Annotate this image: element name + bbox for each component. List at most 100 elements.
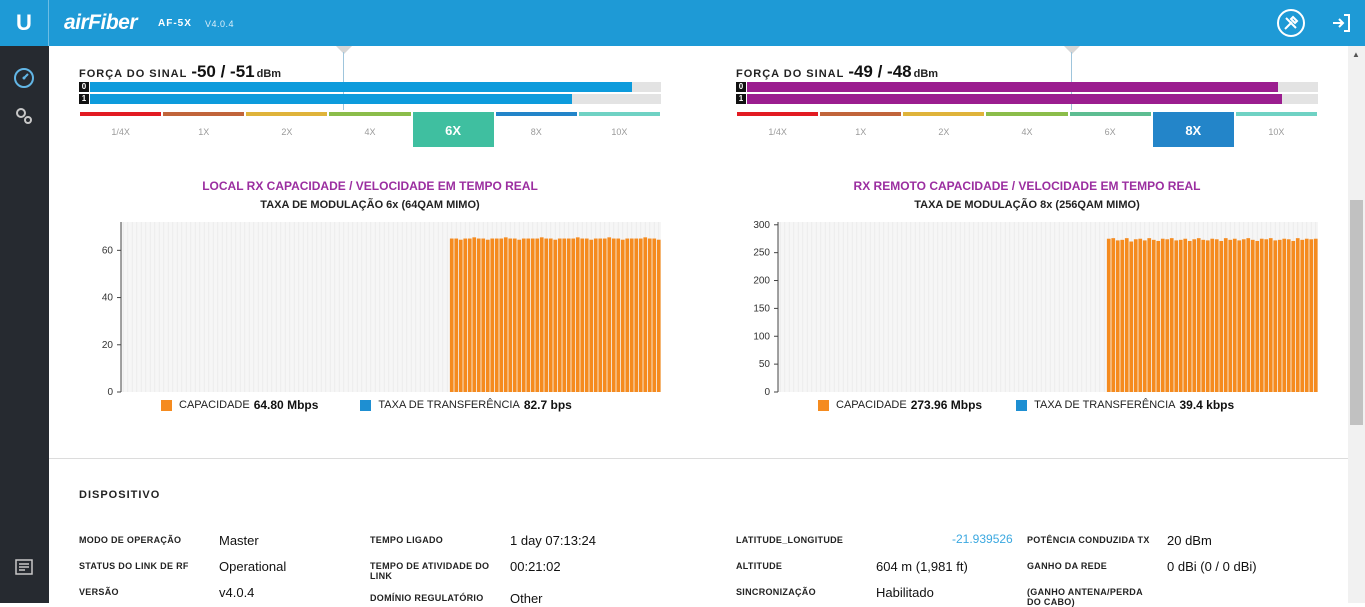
capacity-bar — [1300, 239, 1305, 392]
kv-key: GANHO DA REDE — [1027, 561, 1108, 571]
kv-key: VERSÃO — [79, 587, 119, 597]
chain-0-bar: 0 — [79, 82, 661, 92]
capacity-bar — [1255, 240, 1260, 392]
capacity-legend-value: 64.80 Mbps — [253, 398, 319, 412]
capacity-bar — [1178, 239, 1183, 392]
capacity-bar — [1286, 239, 1291, 392]
scale-pointer — [336, 46, 352, 54]
capacity-bar — [463, 238, 468, 392]
capacity-bar — [1295, 238, 1300, 392]
log-icon — [15, 559, 33, 575]
capacity-bar — [1138, 238, 1143, 392]
capacity-bar — [562, 238, 567, 392]
capacity-bar — [1241, 239, 1246, 392]
signal-strength-label: FORÇA DO SINAL -49 / -48 dBm — [736, 62, 939, 81]
capacity-bar — [553, 239, 558, 392]
capacity-bar — [458, 239, 463, 392]
kv-value: 0 dBi (0 / 0 dBi) — [1167, 559, 1257, 574]
signal-strength-value: -49 / -48 — [848, 62, 912, 81]
chart-title: LOCAL RX CAPACIDADE / VELOCIDADE EM TEMP… — [202, 179, 538, 193]
device-section-title: DISPOSITIVO — [79, 489, 161, 501]
capacity-chart: 0 50 100 150 200 250 300 — [753, 220, 1318, 396]
kv-key: (GANHO ANTENA/PERDA DO CABO) — [1027, 587, 1143, 607]
capacity-bar — [1187, 240, 1192, 392]
logout-button[interactable] — [1330, 12, 1352, 34]
y-tick-label: 250 — [753, 248, 770, 259]
scale-option-4x: 4X — [986, 112, 1068, 147]
capacity-bar — [476, 238, 481, 392]
scale-marker-line — [343, 52, 344, 110]
capacity-bar — [494, 238, 499, 392]
kv-key: MODO DE OPERAÇÃO — [79, 535, 182, 545]
capacity-bar — [629, 238, 634, 392]
capacity-bar — [611, 238, 616, 392]
chain-label: 1 — [736, 94, 746, 104]
scale-label: 1X — [198, 127, 210, 137]
section-divider — [49, 458, 1348, 459]
scale-option-10x: 10X — [578, 112, 660, 147]
scale-option-6x: 6X — [412, 112, 494, 147]
capacity-bar — [1309, 239, 1314, 392]
capacity-bar — [580, 238, 585, 392]
capacity-bar — [1106, 238, 1111, 392]
capacity-bar — [1133, 239, 1138, 392]
capacity-bar — [1196, 238, 1201, 392]
scale-color-bar — [1152, 112, 1234, 116]
capacity-bar — [589, 239, 594, 392]
lat-long-link[interactable]: -21.939526 — [952, 532, 1013, 546]
chain-fill — [90, 94, 573, 104]
scale-color-bar — [986, 112, 1068, 116]
scale-option-6x: 6X — [1069, 112, 1151, 147]
capacity-bar — [1232, 238, 1237, 392]
capacity-bar — [607, 237, 612, 392]
capacity-bar — [598, 238, 603, 392]
sidebar-item-log[interactable] — [12, 555, 36, 579]
scale-label: 6X — [1104, 127, 1116, 137]
scale-color-bar — [1235, 112, 1317, 116]
capacity-bar — [1273, 240, 1278, 392]
capacity-bar — [1205, 240, 1210, 392]
capacity-bar — [584, 238, 589, 392]
ubiquiti-logo[interactable]: U — [0, 0, 49, 46]
sidebar-item-dashboard[interactable] — [12, 66, 36, 90]
capacity-bar — [503, 237, 508, 392]
kv-key: POTÊNCIA CONDUZIDA TX — [1027, 535, 1150, 545]
capacity-bar — [1124, 238, 1129, 392]
capacity-bar — [602, 238, 607, 392]
tools-button[interactable] — [1277, 9, 1305, 37]
scale-option-2x: 2X — [246, 112, 328, 147]
scale-option-10x: 10X — [1235, 112, 1317, 147]
capacity-bar — [575, 237, 580, 392]
throughput-legend-label: TAXA DE TRANSFERÊNCIA — [1034, 399, 1176, 411]
scale-color-bar — [163, 112, 245, 116]
capacity-bar — [652, 238, 657, 392]
top-bar: U airFiber AF-5X V4.0.4 — [0, 0, 1365, 46]
capacity-bar — [557, 238, 562, 392]
modulation-scale: 1/4X 1X 2X 4X 6X 8X 10X — [736, 112, 1318, 147]
capacity-bar — [512, 238, 517, 392]
capacity-bar — [490, 238, 495, 392]
capacity-bar — [1304, 238, 1309, 392]
sidebar-item-settings[interactable] — [12, 104, 36, 128]
capacity-bar — [1277, 239, 1282, 392]
chain-1-bar: 1 — [79, 94, 661, 104]
capacity-bar — [1120, 239, 1125, 392]
scroll-up-arrow[interactable]: ▲ — [1352, 50, 1360, 59]
y-tick-label: 300 — [753, 220, 770, 231]
kv-key: TEMPO DE ATIVIDADE DO LINK — [370, 561, 490, 581]
capacity-bar — [1268, 238, 1273, 392]
scale-label: 1/4X — [768, 127, 787, 137]
capacity-bar — [1192, 239, 1197, 392]
plot-area — [121, 222, 661, 392]
capacity-legend-label: CAPACIDADE — [836, 399, 907, 411]
capacity-bar — [571, 238, 576, 392]
scale-label: 2X — [938, 127, 950, 137]
y-tick-label: 150 — [753, 303, 770, 314]
capacity-bar — [508, 238, 513, 392]
scale-label: 4X — [364, 127, 376, 137]
capacity-bar — [1264, 239, 1269, 392]
scrollbar-thumb[interactable] — [1350, 200, 1363, 425]
scale-pointer — [1064, 46, 1080, 54]
capacity-bar — [1111, 238, 1116, 392]
capacity-bar — [1259, 238, 1264, 392]
